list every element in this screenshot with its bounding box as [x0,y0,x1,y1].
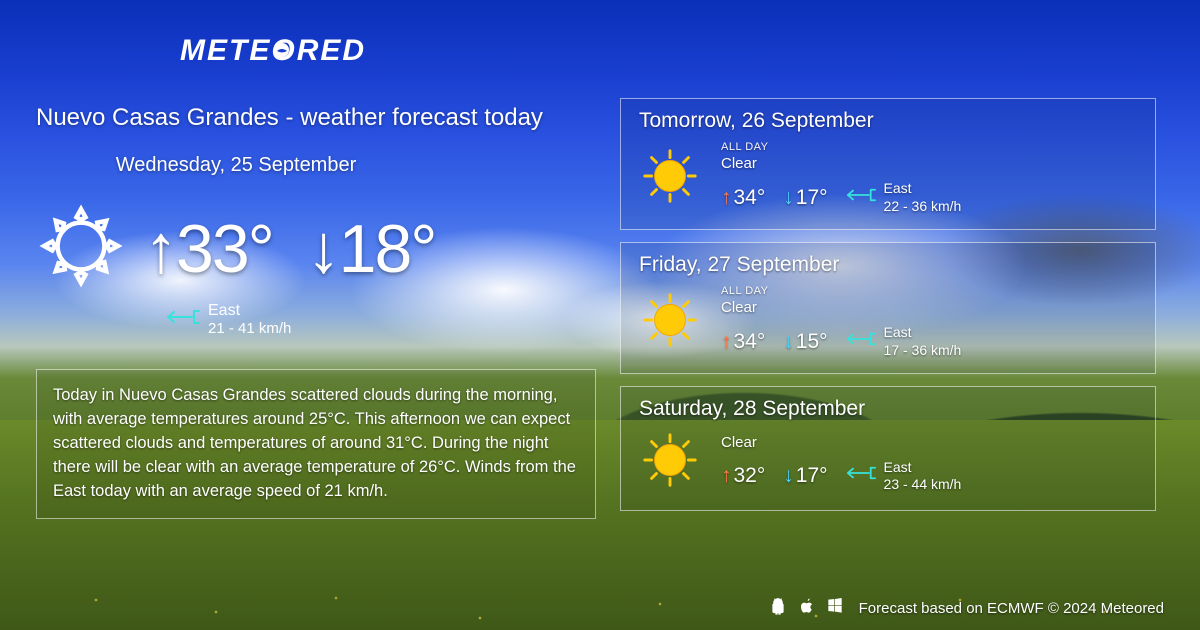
high-temp: 32° [721,464,765,488]
forecast-date: Tomorrow, 26 September [639,109,1137,133]
forecast-date: Saturday, 28 September [639,397,1137,421]
low-temp: 17° [783,186,827,210]
apple-icon [799,597,815,620]
sun-icon [639,145,701,212]
summary-text: Today in Nuevo Casas Grandes scattered c… [36,369,596,519]
windows-icon [827,597,843,620]
sun-icon [639,289,701,356]
platform-icons [769,597,843,620]
footer-text: Forecast based on ECMWF © 2024 Meteored [859,600,1164,617]
condition-label: Clear [721,299,961,316]
wind-arrow-icon [846,185,876,211]
android-icon [769,597,787,620]
brand-logo: METEO RED [180,34,366,68]
forecast-wind: East 22 - 36 km/h [846,180,962,215]
high-temp: 34° [721,186,765,210]
low-temp: 15° [783,330,827,354]
sun-outline-icon [36,201,126,296]
forecast-wind: East 17 - 36 km/h [846,324,962,359]
allday-label: ALL DAY [721,141,961,153]
forecast-card: Friday, 27 September ALL DA [620,242,1156,374]
forecast-date: Friday, 27 September [639,253,1137,277]
high-temp: 34° [721,330,765,354]
forecast-card: Saturday, 28 September [620,386,1156,511]
wind-arrow-icon [846,463,876,489]
today-date: Wednesday, 25 September [36,154,436,177]
forecast-wind: East 23 - 44 km/h [846,459,962,494]
condition-label: Clear [721,155,961,172]
page-title: Nuevo Casas Grandes - weather forecast t… [36,104,596,132]
forecast-card: Tomorrow, 26 September ALL [620,98,1156,230]
sun-icon [639,429,701,496]
low-temp: 17° [783,464,827,488]
wind-arrow-icon [166,306,200,333]
wind-arrow-icon [846,329,876,355]
allday-label: ALL DAY [721,285,961,297]
today-wind: East 21 - 41 km/h [166,302,596,337]
today-temps: 33° 18° [144,210,435,288]
condition-label: Clear [721,434,961,451]
